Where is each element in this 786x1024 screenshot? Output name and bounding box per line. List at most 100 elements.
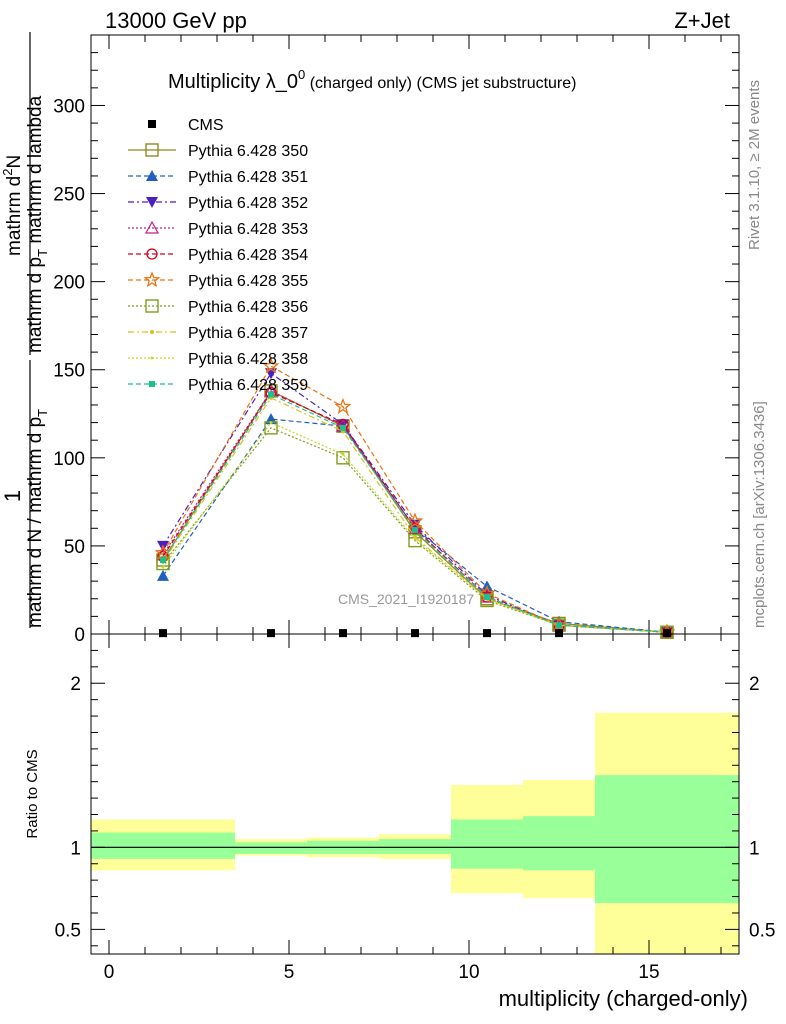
header-right: Z+Jet (674, 8, 730, 33)
legend-entry: Pythia 6.428 353 (128, 220, 308, 238)
series-line (162, 365, 668, 633)
data-point (160, 557, 166, 564)
mcplots-label: mcplots.cern.ch [arXiv:1306.3436] (751, 401, 768, 628)
y-label-numerator-2: mathrm d2N (0, 155, 25, 256)
legend-marker (143, 271, 161, 288)
data-point (413, 537, 417, 541)
main-y-tick-label: 150 (53, 361, 85, 382)
ratio-green-band (235, 842, 307, 854)
main-y-tick-label: 0 (74, 625, 85, 646)
main-y-tick-label: 300 (53, 96, 85, 117)
data-point (412, 527, 418, 534)
x-tick-labels: 0 5 10 15 (104, 962, 660, 983)
legend-entry: Pythia 6.428 352 (128, 195, 308, 212)
legend-label: Pythia 6.428 357 (188, 325, 308, 342)
data-point (409, 522, 421, 534)
data-point (161, 565, 165, 569)
legend-entry: Pythia 6.428 351 (128, 169, 308, 186)
analysis-watermark: CMS_2021_I1920187 (338, 591, 474, 607)
legend-marker (149, 381, 155, 387)
data-point (267, 629, 275, 638)
data-point (336, 451, 350, 465)
legend-label: Pythia 6.428 352 (188, 195, 308, 212)
ratio-plot-frame (90, 633, 740, 955)
data-point (268, 391, 274, 398)
legend: CMS Pythia 6.428 350 Pythia 6.428 351 Pythi… (128, 117, 308, 394)
legend-marker (150, 356, 154, 360)
legend-entry: Pythia 6.428 359 (128, 377, 308, 394)
legend-marker (144, 220, 160, 234)
data-point (269, 421, 273, 424)
ratio-y-tick-label: 2 (70, 674, 81, 695)
ratio-green-band (595, 775, 739, 904)
plot-title: Multiplicity λ_00 (charged only) (CMS je… (168, 67, 576, 93)
series-line (162, 427, 668, 633)
rivet-label: Rivet 3.1.10, ≥ 2M events (746, 80, 763, 250)
main-y-tick-label: 100 (53, 449, 85, 470)
header-left: 13000 GeV pp (105, 8, 247, 33)
ratio-axis-ticks (91, 634, 739, 954)
legend-marker (150, 330, 154, 334)
legend-marker (146, 248, 158, 260)
ratio-green-band (91, 832, 235, 859)
data-point (663, 629, 671, 638)
legend-entry: Pythia 6.428 358 (128, 351, 308, 368)
ratio-bands (91, 712, 739, 954)
y-label-numerator-1: 1 (0, 490, 25, 502)
legend-marker (145, 143, 159, 157)
data-point (262, 357, 280, 374)
legend-label: Pythia 6.428 355 (188, 273, 308, 290)
x-axis-label: multiplicity (charged-only) (499, 986, 748, 1011)
data-point (339, 629, 347, 638)
data-point (411, 629, 419, 638)
data-point (406, 512, 424, 529)
ratio-green-band (379, 839, 451, 854)
x-tick-label: 0 (104, 962, 115, 983)
legend-label: Pythia 6.428 350 (188, 143, 308, 160)
legend-entry: Pythia 6.428 354 (128, 247, 308, 264)
main-y-axis-label: 1 mathrm d N / mathrm d pT mathrm d2N ma… (0, 32, 50, 628)
legend-label: Pythia 6.428 359 (188, 377, 308, 394)
legend-marker (146, 197, 158, 208)
legend-entry: Pythia 6.428 356 (128, 299, 308, 316)
legend-label: Pythia 6.428 354 (188, 247, 308, 264)
y-label-denominator-2: mathrm d pT mathrm d lambda (25, 95, 50, 353)
ratio-y-tick-label: 1 (70, 838, 81, 859)
data-point (340, 424, 346, 431)
main-y-tick-label: 200 (53, 273, 85, 294)
ratio-y-tick-label: 0.5 (55, 920, 81, 941)
ratio-green-band (523, 816, 595, 871)
main-y-tick-labels: 0 50 100 150 200 250 300 (53, 96, 85, 646)
data-point (408, 533, 422, 548)
data-point (157, 569, 169, 581)
data-point (334, 397, 352, 414)
ratio-y-tick-label-right: 1 (749, 838, 760, 859)
legend-entry: Pythia 6.428 355 (128, 271, 308, 290)
legend-entry: CMS (148, 117, 224, 134)
x-tick-label: 5 (284, 962, 295, 983)
data-point (555, 629, 563, 638)
data-point (483, 629, 491, 638)
legend-label: Pythia 6.428 353 (188, 221, 308, 238)
data-point (159, 629, 167, 638)
series-pythia-6-428-355 (154, 357, 676, 640)
legend-entry: Pythia 6.428 350 (128, 143, 308, 160)
ratio-y-tick-label-right: 2 (749, 674, 760, 695)
data-point (484, 594, 490, 601)
ratio-y-tick-label-right: 0.5 (749, 920, 775, 941)
legend-label: Pythia 6.428 351 (188, 169, 308, 186)
legend-entry: Pythia 6.428 357 (128, 325, 308, 342)
legend-label: Pythia 6.428 358 (188, 351, 308, 368)
data-point (556, 622, 562, 629)
main-y-tick-label: 50 (64, 537, 85, 558)
ratio-y-axis-label: Ratio to CMS (24, 749, 41, 838)
y-label-denominator-1: mathrm d N / mathrm d pT (25, 409, 50, 628)
main-y-tick-label: 250 (53, 185, 85, 206)
series-cms (159, 629, 671, 638)
data-point (154, 544, 172, 561)
legend-marker (148, 120, 156, 128)
legend-label: CMS (188, 117, 224, 134)
legend-marker (145, 299, 159, 313)
legend-marker (146, 170, 158, 181)
